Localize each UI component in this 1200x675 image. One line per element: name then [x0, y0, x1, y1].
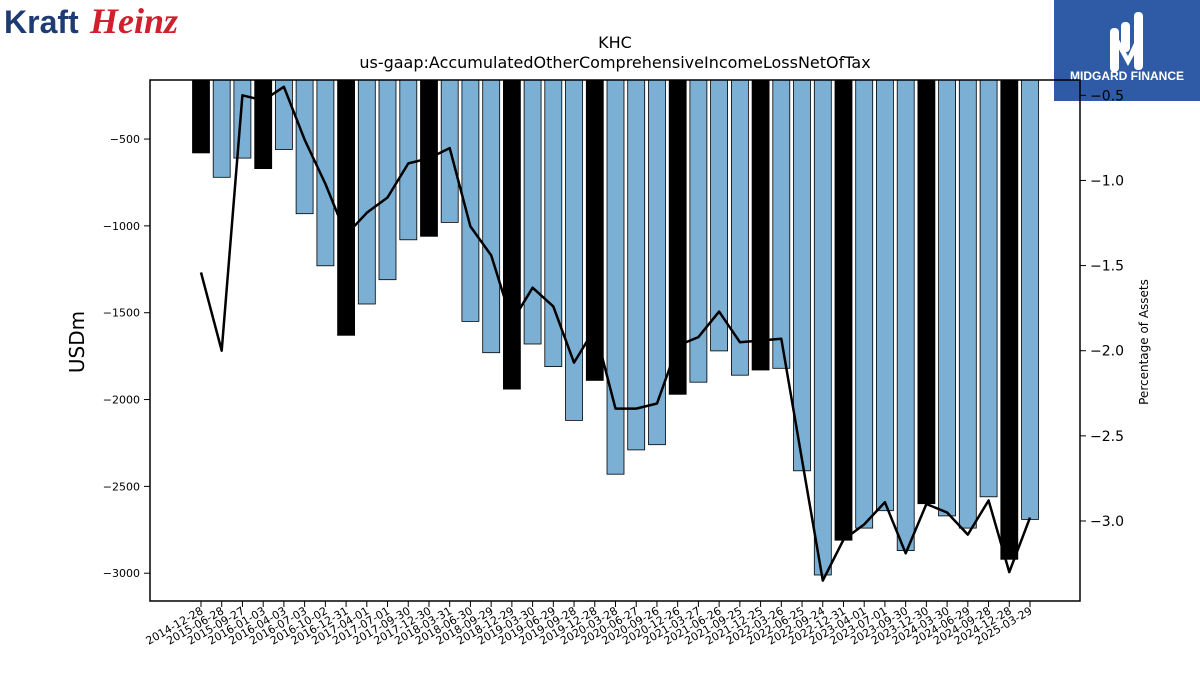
bar [896, 79, 915, 552]
bar [834, 79, 853, 541]
bar [502, 79, 521, 390]
y-axis-label: USDm [65, 311, 89, 373]
y-tick-label: −500 [110, 133, 140, 146]
bar [212, 79, 231, 178]
bar [378, 79, 397, 281]
y2-tick-label: −3.0 [1090, 514, 1124, 530]
bar [254, 79, 273, 169]
midgard-emblem-icon [1110, 12, 1143, 72]
y2-tick-label: −2.0 [1090, 344, 1124, 360]
bar [855, 79, 874, 529]
y-tick-label: −2000 [103, 394, 140, 407]
y2-tick-label: −1.0 [1090, 173, 1124, 189]
bar [710, 79, 728, 352]
bar [938, 79, 956, 517]
bar [565, 79, 583, 421]
y-tick-label: −2500 [103, 480, 140, 493]
bar [958, 79, 977, 529]
y2-tick-label: −1.5 [1090, 259, 1124, 275]
bar [585, 79, 604, 381]
y2-tick-label: −2.5 [1090, 429, 1124, 445]
bar [979, 79, 998, 498]
y-tick-label: −3000 [103, 567, 140, 580]
bar [523, 79, 542, 345]
kraft-heinz-logo: Kraft Heinz [4, 0, 204, 44]
bar [793, 79, 811, 472]
y-tick-label: −1500 [103, 307, 140, 320]
logo-kraft-text: Kraft [4, 4, 79, 40]
bar [731, 79, 749, 376]
bar [772, 79, 791, 369]
bar [627, 79, 646, 451]
bar [751, 79, 770, 371]
bar-series [192, 79, 1039, 576]
axes: −500 −1000 −1500 −2000 −2500 −3000 −0.5 −1.0 −1.… [103, 79, 1124, 648]
bar [482, 79, 501, 354]
bar [337, 79, 356, 336]
bar [357, 79, 376, 305]
bar [1000, 79, 1019, 560]
bar [876, 79, 894, 512]
watermark-text: MIDGARD FINANCE [1070, 69, 1184, 83]
line-series [199, 85, 1032, 582]
midgard-finance-watermark: MIDGARD FINANCE [1054, 0, 1200, 101]
y-tick-label: −1000 [103, 220, 140, 233]
y2-tick-label: −0.5 [1090, 88, 1124, 104]
y2-axis-label: Percentage of Assets [1137, 279, 1151, 405]
bar [192, 79, 210, 154]
bar [917, 79, 936, 505]
bar [233, 79, 252, 159]
logo-heinz-text: Heinz [89, 1, 178, 41]
bar [1021, 79, 1039, 520]
bar [606, 79, 625, 475]
bar [399, 79, 418, 241]
bar [813, 79, 832, 576]
percentage-line [199, 85, 1032, 582]
chart-subtitle: us-gaap:AccumulatedOtherComprehensiveInc… [359, 53, 870, 72]
bar [295, 79, 314, 215]
chart-title: KHC [598, 33, 632, 52]
